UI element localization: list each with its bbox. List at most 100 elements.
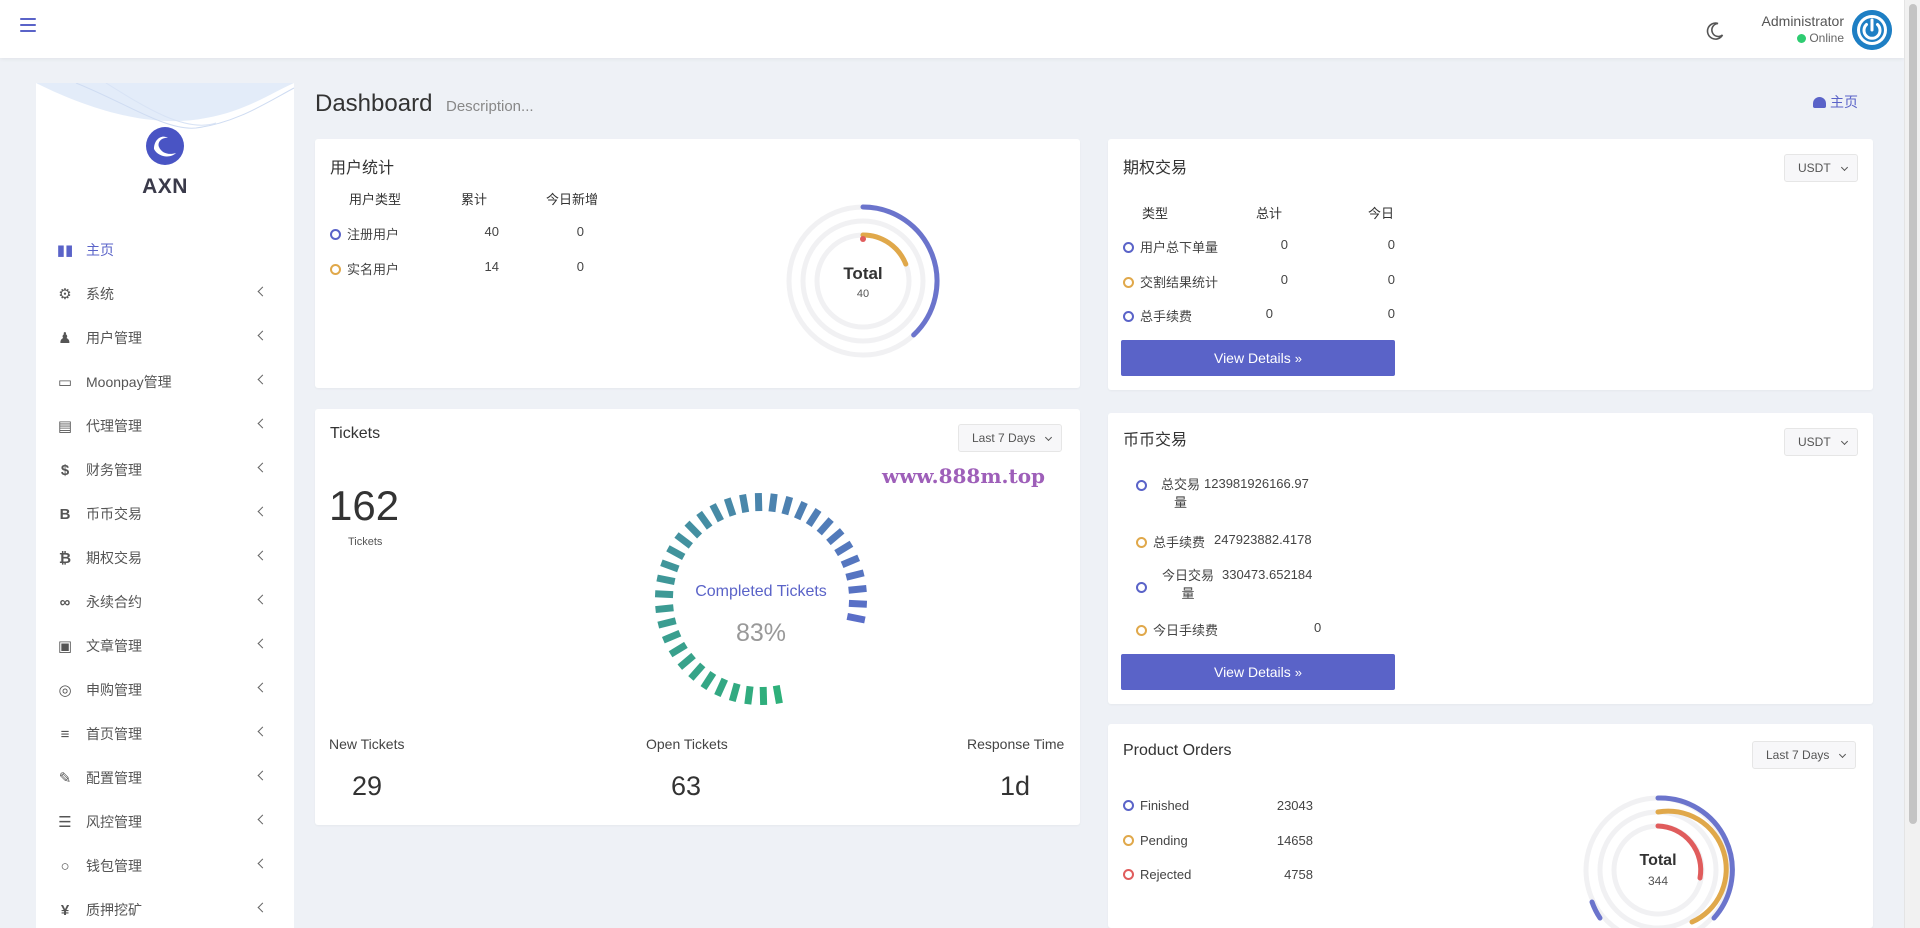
sidebar-item-label: Moonpay管理 [86, 374, 172, 390]
sidebar-item-label: 系统 [86, 286, 114, 302]
orders-donut-value: 344 [1647, 874, 1669, 888]
sidebar-item-10[interactable]: ◎ 申购管理 [36, 668, 294, 712]
sidebar-item-label: 期权交易 [86, 550, 142, 566]
user-group-icon: ♟ [58, 330, 72, 347]
orders-title: Product Orders [1123, 742, 1232, 759]
sidebar-item-7[interactable]: ₿ 期权交易 [36, 536, 294, 580]
spot-total-fee-label: 总手续费 [1153, 535, 1206, 550]
sidebar-item-12[interactable]: ✎ 配置管理 [36, 756, 294, 800]
delivery-results-today: 0 [1387, 272, 1395, 287]
avatar-power-icon[interactable] [1852, 10, 1892, 50]
top-bar: Administrator Online [0, 0, 1904, 58]
open-tickets-label: Open Tickets [646, 736, 728, 752]
orders-finished-value: 23043 [1276, 798, 1313, 813]
lifebuoy-icon: ◎ [58, 682, 72, 699]
gauge-segment [845, 569, 865, 581]
tickets-count: 162 [329, 482, 400, 529]
bitcoin-b-icon: B [59, 505, 71, 523]
total-orders-today: 0 [1387, 237, 1395, 252]
sidebar-item-9[interactable]: ▣ 文章管理 [36, 624, 294, 668]
table-row-label: Pending [1123, 833, 1188, 848]
spot-total-volume-label: 总交易量 [1158, 476, 1203, 512]
sidebar-item-13[interactable]: ☰ 风控管理 [36, 800, 294, 844]
orange-ring-icon [1136, 537, 1147, 548]
spot-view-details-button[interactable]: View Details» [1121, 654, 1395, 690]
gauge-segment [794, 500, 808, 521]
user-name: Administrator [1761, 13, 1844, 29]
sidebar-item-label: 财务管理 [86, 462, 142, 478]
delivery-results-sum: 0 [1280, 272, 1288, 287]
dashboard-gauge-icon [1813, 97, 1826, 108]
sidebar-item-0[interactable]: ▮▮ 主页 [36, 228, 294, 272]
sidebar-item-5[interactable]: $ 财务管理 [36, 448, 294, 492]
spot-total-fee-value: 247923882.4178 [1214, 532, 1312, 547]
orange-ring-icon [1123, 835, 1134, 846]
row-label-registered: 注册用户 [347, 227, 400, 242]
breadcrumb-label: 主页 [1830, 94, 1858, 110]
gauge-label: Completed Tickets [695, 583, 827, 600]
col-header-today-new: 今日新增 [546, 192, 599, 207]
page-scrollbar[interactable] [1904, 0, 1920, 928]
orders-period-select[interactable]: Last 7 Days [1752, 741, 1857, 769]
chevron-left-icon [257, 638, 268, 649]
list-ul-icon: ☰ [58, 814, 72, 831]
menu-toggle-icon[interactable] [20, 18, 36, 32]
label-line2: 量 [1173, 495, 1187, 510]
spot-currency-select[interactable]: USDT [1784, 428, 1858, 456]
table-row-label: 注册用户 [330, 224, 399, 243]
table-row-label: 总手续费 [1136, 532, 1205, 551]
sidebar-item-3[interactable]: ▭ Moonpay管理 [36, 360, 294, 404]
blue-ring-icon [1136, 579, 1148, 593]
new-dot [860, 236, 866, 242]
sidebar-item-11[interactable]: ≡ 首页管理 [36, 712, 294, 756]
blue-ring-icon [1123, 311, 1134, 322]
table-row-label: 今日手续费 [1136, 620, 1218, 639]
red-ring-icon [1123, 869, 1134, 880]
sidebar-menu: ▮▮ 主页 ⚙ 系统 ♟ 用户管理 ▭ Moonpay管理 ▤ 代理管理 $ 财务管理 B 币币交易 ₿ 期权… [36, 228, 294, 928]
sidebar-item-8[interactable]: ∞ 永续合约 [36, 580, 294, 624]
gauge-segment [848, 584, 867, 594]
blue-ring-icon [1136, 477, 1148, 491]
breadcrumb-home[interactable]: 主页 [1813, 92, 1858, 112]
user-stats-title: 用户统计 [330, 160, 395, 177]
sidebar-item-1[interactable]: ⚙ 系统 [36, 272, 294, 316]
gauge-segment [677, 652, 696, 670]
sidebar-item-14[interactable]: ○ 钱包管理 [36, 844, 294, 888]
gauge-segment [714, 677, 728, 698]
options-view-details-button[interactable]: View Details» [1121, 340, 1395, 376]
gauge-segment [739, 494, 750, 513]
gauge-segment [666, 545, 686, 560]
sidebar-item-label: 申购管理 [86, 682, 142, 698]
col-header-user-type: 用户类型 [349, 192, 402, 207]
sidebar-item-label: 钱包管理 [86, 858, 142, 874]
verified-total: 14 [484, 259, 499, 274]
verified-arc [860, 232, 909, 267]
col-header-today: 今日 [1368, 206, 1395, 221]
registered-total: 40 [484, 224, 499, 239]
label-line1: 总交易 [1160, 477, 1200, 492]
product-orders-card: Product Orders Last 7 Days Finished 2304… [1108, 724, 1873, 928]
dark-mode-moon-icon[interactable] [1704, 20, 1726, 42]
gauge-segment [772, 685, 783, 704]
col-header-sum: 总计 [1256, 206, 1283, 221]
col-header-type: 类型 [1142, 206, 1169, 221]
sidebar-item-15[interactable]: ¥ 质押挖矿 [36, 888, 294, 928]
options-currency-select[interactable]: USDT [1784, 154, 1858, 182]
user-info[interactable]: Administrator Online [1740, 12, 1844, 46]
chevron-left-icon [257, 418, 268, 429]
sidebar-item-4[interactable]: ▤ 代理管理 [36, 404, 294, 448]
new-tickets-label: New Tickets [329, 736, 405, 752]
chevron-left-icon [257, 814, 268, 825]
sidebar-item-label: 风控管理 [86, 814, 142, 830]
scrollbar-thumb[interactable] [1909, 4, 1917, 824]
sidebar-item-label: 永续合约 [86, 594, 142, 610]
list-icon: ≡ [60, 725, 70, 743]
response-time-value: 1d [1000, 771, 1031, 801]
registered-arc [860, 204, 940, 338]
tickets-period-select[interactable]: Last 7 Days [958, 424, 1063, 452]
sidebar-item-2[interactable]: ♟ 用户管理 [36, 316, 294, 360]
product-orders-donut [1583, 795, 1735, 928]
sidebar-item-label: 主页 [86, 242, 114, 258]
sidebar-item-6[interactable]: B 币币交易 [36, 492, 294, 536]
cc-card-icon: ▭ [57, 374, 73, 391]
